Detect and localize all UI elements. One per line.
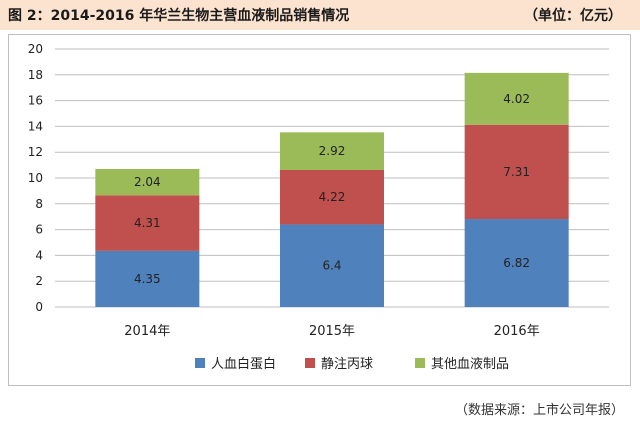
bar-segment	[280, 224, 384, 307]
y-tick-label: 20	[28, 42, 43, 56]
legend-swatch	[305, 358, 315, 368]
bar-segment	[280, 132, 384, 171]
x-tick-label: 2016年	[494, 324, 540, 339]
data-label: 7.31	[503, 165, 530, 179]
bar-segment	[95, 168, 200, 196]
y-tick-label: 14	[28, 119, 43, 133]
legend-swatch	[415, 358, 425, 368]
bar-segment	[464, 72, 569, 125]
chart-frame: 0 2 4 6 8 10 12 14 16 18 20 4.35 4.31 2.04 2014年 6.4 4.2…	[8, 34, 631, 386]
bar-segment	[95, 195, 200, 251]
y-tick-label: 10	[28, 171, 43, 185]
bar-segment	[464, 219, 569, 307]
data-label: 6.82	[503, 256, 530, 270]
stacked-bar-chart: 0 2 4 6 8 10 12 14 16 18 20 4.35 4.31 2.04 2014年 6.4 4.2…	[28, 42, 609, 372]
source-note: （数据来源：上市公司年报）	[454, 403, 624, 418]
figure-title: 图 2：2014-2016 年华兰生物主营血液制品销售情况	[8, 8, 350, 24]
legend-swatch	[195, 358, 205, 368]
y-tick-label: 2	[35, 274, 43, 288]
bar-segment	[95, 250, 200, 307]
legend-label: 静注丙球	[321, 357, 373, 372]
y-tick-label: 4	[35, 248, 43, 262]
x-tick-label: 2015年	[309, 324, 355, 339]
y-tick-label: 12	[28, 145, 43, 159]
data-label: 4.22	[319, 190, 346, 204]
data-label: 4.35	[134, 272, 161, 286]
y-tick-label: 6	[35, 223, 43, 237]
bar-segment	[280, 170, 384, 225]
y-tick-label: 8	[35, 197, 43, 211]
x-tick-label: 2014年	[124, 324, 170, 339]
data-label: 4.31	[134, 216, 161, 230]
data-label: 2.04	[134, 175, 161, 189]
title-bar: 图 2：2014-2016 年华兰生物主营血液制品销售情况 （单位：亿元）	[0, 0, 640, 30]
legend-label: 人血白蛋白	[211, 356, 276, 372]
y-tick-label: 16	[28, 94, 43, 108]
y-tick-label: 18	[28, 68, 43, 82]
bar-segment	[464, 124, 569, 220]
legend-label: 其他血液制品	[431, 357, 509, 372]
y-tick-label: 0	[35, 300, 43, 314]
data-label: 4.02	[503, 92, 530, 106]
data-label: 2.92	[319, 144, 346, 158]
data-label: 6.4	[322, 259, 341, 273]
unit-label: （单位：亿元）	[524, 8, 622, 24]
